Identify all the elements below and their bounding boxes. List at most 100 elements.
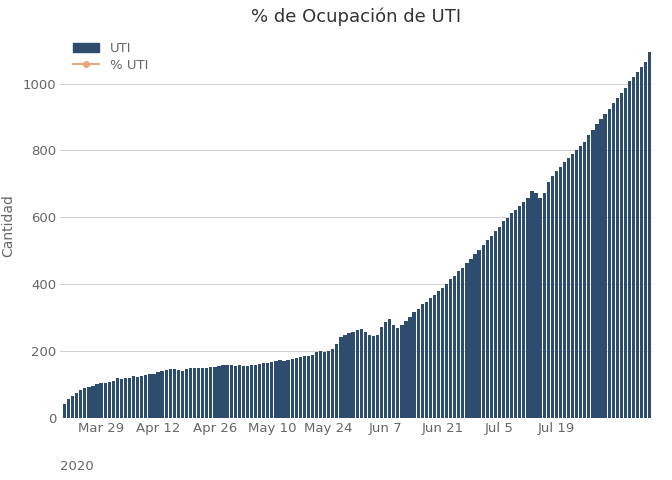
Bar (372, 336, 375, 418)
Bar (550, 176, 554, 418)
Bar (425, 302, 428, 418)
Bar (71, 396, 75, 418)
Bar (636, 72, 639, 418)
Bar (514, 210, 517, 418)
Bar (103, 383, 107, 418)
Bar (486, 240, 489, 418)
Bar (302, 357, 306, 418)
Bar (461, 268, 464, 418)
Bar (165, 370, 168, 418)
Bar (603, 114, 607, 418)
Bar (87, 387, 91, 418)
Bar (278, 360, 282, 418)
Bar (169, 369, 172, 418)
Bar (409, 317, 412, 418)
Bar (628, 81, 631, 418)
Bar (307, 356, 310, 418)
Bar (274, 361, 278, 418)
Bar (546, 182, 550, 418)
Bar (173, 369, 176, 418)
Bar (526, 198, 530, 418)
Bar (270, 361, 274, 418)
Bar (254, 365, 257, 418)
Bar (538, 198, 542, 418)
Bar (579, 146, 583, 418)
Bar (262, 363, 265, 418)
Bar (624, 88, 627, 418)
Bar (457, 271, 460, 418)
Bar (99, 383, 103, 418)
Bar (323, 352, 327, 418)
Bar (558, 167, 562, 418)
Bar (234, 366, 237, 418)
Bar (632, 77, 635, 418)
Bar (575, 150, 579, 418)
Bar (238, 365, 241, 418)
Bar (376, 335, 379, 418)
Bar (67, 399, 71, 418)
Bar (478, 250, 480, 418)
Bar (542, 193, 546, 418)
Bar (396, 328, 399, 418)
Bar (319, 351, 322, 418)
Bar (510, 213, 513, 418)
Bar (177, 370, 180, 418)
Bar (91, 385, 95, 418)
Bar (140, 376, 143, 418)
Bar (95, 384, 99, 418)
Bar (421, 304, 424, 418)
Text: 2020: 2020 (60, 460, 94, 473)
Bar (331, 349, 335, 418)
Bar (339, 337, 343, 418)
Bar (157, 372, 160, 418)
Bar (246, 366, 249, 418)
Bar (193, 368, 196, 418)
Bar (222, 365, 224, 418)
Bar (213, 367, 216, 418)
Bar (298, 358, 302, 418)
Bar (201, 368, 204, 418)
Legend: UTI, % UTI: UTI, % UTI (73, 42, 149, 72)
Bar (83, 388, 87, 418)
Bar (136, 377, 139, 418)
Bar (242, 366, 245, 418)
Bar (75, 393, 79, 418)
Bar (429, 298, 432, 418)
Bar (266, 362, 269, 418)
Bar (518, 205, 521, 418)
Bar (644, 62, 647, 418)
Bar (388, 319, 391, 418)
Bar (230, 365, 233, 418)
Bar (612, 103, 615, 418)
Bar (226, 365, 228, 418)
Bar (286, 360, 290, 418)
Bar (648, 52, 651, 418)
Bar (149, 373, 151, 418)
Bar (209, 367, 212, 418)
Bar (384, 323, 387, 418)
Bar (607, 109, 611, 418)
Bar (482, 245, 485, 418)
Bar (502, 221, 505, 418)
Bar (490, 236, 493, 418)
Bar (494, 231, 497, 418)
Bar (153, 374, 156, 418)
Bar (433, 295, 436, 418)
Bar (108, 382, 111, 418)
Bar (616, 98, 619, 418)
Bar (506, 218, 509, 418)
Bar (351, 332, 355, 418)
Bar (128, 378, 131, 418)
Bar (587, 135, 591, 418)
Bar (79, 390, 83, 418)
Bar (554, 170, 558, 418)
Bar (132, 376, 135, 418)
Bar (441, 288, 444, 418)
Bar (591, 130, 595, 418)
Bar (360, 329, 363, 418)
Bar (144, 375, 147, 418)
Bar (405, 322, 408, 418)
Bar (571, 155, 574, 418)
Bar (534, 193, 538, 418)
Bar (522, 202, 526, 418)
